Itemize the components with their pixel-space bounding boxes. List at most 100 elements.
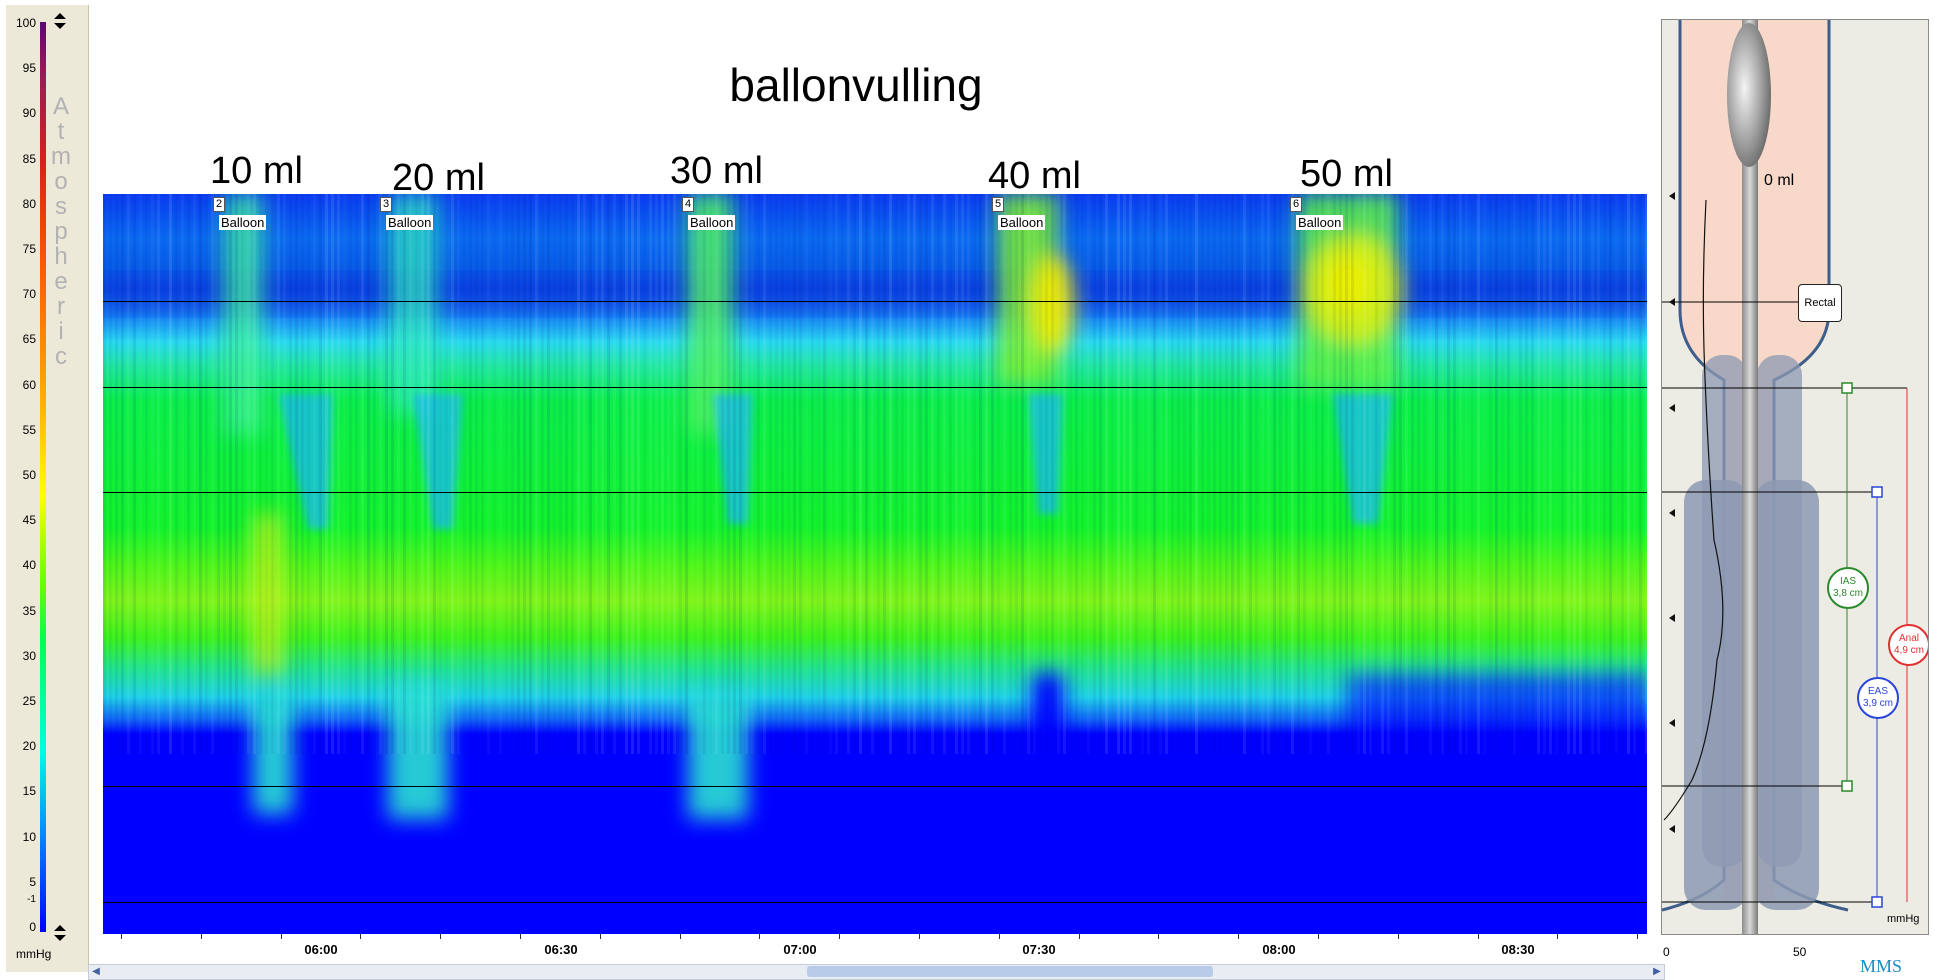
atmospheric-letter: m [51, 143, 71, 170]
time-minor-tick [201, 934, 202, 939]
anal-measure-badge[interactable]: Anal 4,9 cm [1888, 624, 1928, 666]
balloon-volume-text: 0 ml [1764, 172, 1795, 189]
scale-min-arrows-icon[interactable] [52, 923, 68, 943]
heatmap-streak [1273, 194, 1276, 754]
ias-measure-badge[interactable]: IAS 3,8 cm [1827, 567, 1869, 609]
heatmap-streak [673, 194, 676, 754]
heatmap-streak [1297, 194, 1300, 754]
heatmap-streak [655, 194, 658, 754]
heatmap-streak [1219, 194, 1222, 754]
heatmap-streak [1135, 194, 1138, 754]
heatmap-streak [1447, 194, 1450, 754]
event-marker-number[interactable]: 6 [1290, 197, 1303, 212]
heatmap-streak [1081, 194, 1084, 754]
heatmap-streak [1141, 194, 1144, 754]
heatmap-streak [1429, 194, 1432, 754]
event-marker-label[interactable]: Balloon [998, 215, 1046, 230]
heatmap-streak [163, 194, 166, 754]
scrollbar-thumb[interactable] [807, 966, 1213, 977]
volume-label-50ml: 50 ml [1300, 153, 1393, 195]
rectal-label-box[interactable]: Rectal [1798, 284, 1842, 322]
volume-label-40ml: 40 ml [988, 155, 1081, 197]
event-marker-number[interactable]: 4 [682, 197, 695, 212]
heatmap-streak [1015, 194, 1018, 754]
atmospheric-letter: e [54, 268, 68, 295]
heatmap-streak [577, 194, 580, 754]
heatmap-streak [451, 194, 454, 754]
heatmap-streak [151, 194, 154, 754]
anatomy-axis-tick: 50 [1793, 945, 1807, 959]
anatomy-panel[interactable]: 0 ml Rectal IAS 3,8 cm Anal 4,9 cm EAS 3… [1661, 19, 1929, 935]
anal-canal-diagram [1662, 20, 1908, 934]
heatmap-streak [883, 194, 886, 754]
heatmap-streak [1267, 194, 1270, 754]
pressure-topography-plot[interactable]: 2 Balloon 3 Balloon 4 Balloon 5 Balloon … [103, 194, 1647, 934]
heatmap-streak [475, 194, 478, 754]
heatmap-streak [1519, 194, 1522, 754]
heatmap-streak [1537, 194, 1540, 754]
heatmap-streak [1087, 194, 1090, 754]
scale-tick-label: 85 [22, 151, 36, 166]
heatmap-streak [769, 194, 772, 754]
heatmap-streak [1555, 194, 1558, 754]
heatmap-streak [1393, 194, 1396, 754]
heatmap-streak [1573, 194, 1576, 754]
time-label: 08:30 [1501, 942, 1535, 957]
heatmap-streak [277, 194, 280, 754]
heatmap-streak [325, 194, 328, 754]
ias-name: IAS [1839, 576, 1857, 587]
heatmap-streak [841, 194, 844, 754]
heatmap-streak [1549, 194, 1552, 754]
event-marker-label[interactable]: Balloon [219, 215, 267, 230]
heatmap-streak [1195, 194, 1198, 754]
heatmap-streak [1111, 194, 1114, 754]
heatmap-streak [1339, 194, 1342, 754]
heatmap-streak [1483, 194, 1486, 754]
heatmap-streak [985, 194, 988, 754]
heatmap-streak [493, 194, 496, 754]
heatmap-streak [379, 194, 382, 754]
scroll-left-icon[interactable]: ◀ [92, 966, 100, 977]
event-marker-number[interactable]: 5 [992, 197, 1005, 212]
heatmap-streak [697, 194, 700, 754]
heatmap-streak [703, 194, 706, 754]
event-marker-label[interactable]: Balloon [688, 215, 736, 230]
eas-measure-badge[interactable]: EAS 3,9 cm [1857, 677, 1899, 719]
horizontal-scrollbar[interactable]: ◀ ▶ [88, 964, 1665, 980]
heatmap-streak [643, 194, 646, 754]
scale-tick-label: 45 [22, 513, 36, 528]
scale-tick-label: 35 [22, 603, 36, 618]
time-minor-tick [919, 934, 920, 939]
heatmap-streak [607, 194, 610, 754]
event-marker-label[interactable]: Balloon [386, 215, 434, 230]
mms-logo: MMS [1860, 956, 1902, 977]
heatmap-streak [259, 194, 262, 754]
heatmap-streak [955, 194, 958, 754]
heatmap-streak [283, 194, 286, 754]
event-marker-number[interactable]: 3 [380, 197, 393, 212]
scale-max-arrows-icon[interactable] [52, 11, 68, 31]
scroll-right-icon[interactable]: ▶ [1653, 966, 1661, 977]
heatmap-streak [1627, 194, 1630, 754]
heatmap-streak [301, 194, 304, 754]
scale-tick-label: 70 [22, 287, 36, 302]
heatmap-streak [625, 194, 628, 754]
heatmap-streak [1261, 194, 1264, 754]
heatmap-streak [1069, 194, 1072, 754]
event-marker-number[interactable]: 2 [213, 197, 226, 212]
time-minor-tick [1478, 934, 1479, 939]
time-minor-tick [1318, 934, 1319, 939]
heatmap-streak [913, 194, 916, 754]
heatmap-streak [367, 194, 370, 754]
heatmap-streak [295, 194, 298, 754]
heatmap-streak [1093, 194, 1096, 754]
heatmap-streak [1333, 194, 1336, 754]
time-minor-tick [839, 934, 840, 939]
event-marker-label[interactable]: Balloon [1296, 215, 1344, 230]
atmospheric-letter: A [52, 93, 69, 120]
heatmap-streak [1207, 194, 1210, 754]
heatmap-streak [907, 194, 910, 754]
heatmap-streak [733, 194, 736, 754]
scale-tick-label: 30 [22, 648, 36, 663]
heatmap-streak [1201, 194, 1204, 754]
